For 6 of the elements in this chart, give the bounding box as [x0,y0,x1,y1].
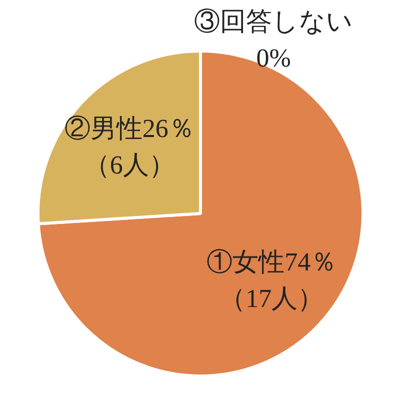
category-label: ③回答しない [194,7,354,36]
text: （17人） [220,284,324,313]
slice-label: ①女性74％ [206,248,337,277]
slice-label: ②男性26％ [64,114,194,144]
text: （6人） [84,150,175,180]
text: 0% [256,43,291,72]
